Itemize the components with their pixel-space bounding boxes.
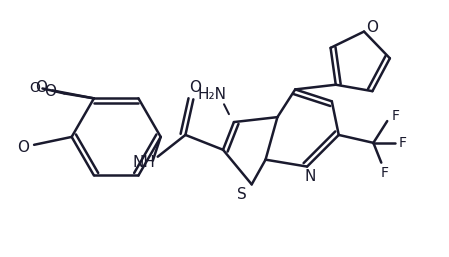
Text: O: O xyxy=(44,84,56,99)
Text: O: O xyxy=(29,81,40,95)
Text: S: S xyxy=(237,187,247,202)
Text: F: F xyxy=(399,136,407,150)
Text: N: N xyxy=(304,169,316,184)
Text: F: F xyxy=(391,109,399,123)
Text: NH: NH xyxy=(132,155,155,170)
Text: O: O xyxy=(35,80,48,95)
Text: H₂N: H₂N xyxy=(198,87,227,102)
Text: O: O xyxy=(189,80,201,95)
Text: F: F xyxy=(380,166,388,180)
Text: O: O xyxy=(17,140,29,155)
Text: O: O xyxy=(366,20,378,35)
